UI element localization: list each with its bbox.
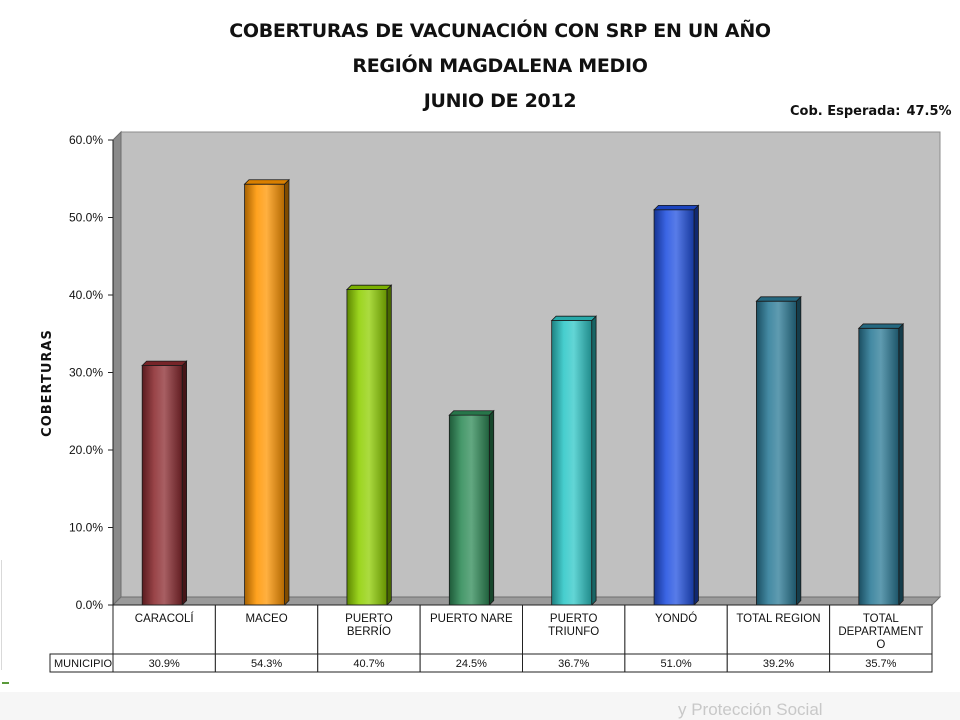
data-label: 39.2% — [763, 658, 794, 670]
x-tick-label: MACEO — [245, 613, 287, 625]
bar-side-face — [898, 322, 904, 606]
bar-side-face — [386, 284, 392, 606]
data-label: 24.5% — [456, 658, 487, 670]
expected-coverage: Cob. Esperada: 47.5% — [790, 104, 952, 119]
x-tick-label: O — [876, 639, 885, 651]
bar-top-face — [243, 179, 290, 185]
y-tick-label: 10.0% — [69, 521, 103, 535]
plot-floor — [111, 596, 942, 606]
footer-band — [0, 692, 960, 720]
bar-top-face — [448, 410, 495, 416]
chart-title-line-2: REGIÓN MAGDALENA MEDIO — [352, 55, 648, 77]
bar-side-face — [488, 409, 495, 606]
expected-coverage-value: 47.5% — [906, 104, 952, 119]
data-label: 51.0% — [660, 658, 691, 670]
bar — [550, 315, 598, 606]
category-cell — [522, 604, 626, 655]
bar-front-face — [756, 300, 797, 606]
bar-side-face — [284, 178, 290, 606]
x-tick-label: YONDÓ — [655, 612, 697, 625]
bar — [755, 295, 802, 606]
bar — [141, 360, 188, 606]
side-rule — [1, 560, 2, 670]
chart-title: COBERTURAS DE VACUNACIÓN CON SRP EN UN A… — [0, 14, 960, 119]
x-tick-label: PUERTO NARE — [430, 613, 513, 625]
bar-front-face — [653, 209, 695, 606]
bar-front-face — [448, 414, 490, 606]
bar-top-face — [857, 323, 905, 329]
x-tick-label: TOTAL — [863, 613, 900, 625]
y-tick-label: 40.0% — [69, 288, 103, 302]
value-cell — [829, 653, 933, 673]
bar-side-face — [796, 295, 802, 606]
y-tick-label: 30.0% — [69, 366, 103, 380]
x-tick-label: CARACOLÍ — [135, 612, 195, 625]
x-tick-label: TOTAL REGION — [736, 613, 820, 625]
bar-front-face — [244, 183, 285, 606]
expected-coverage-label: Cob. Esperada: — [790, 104, 901, 119]
plot-back-wall — [120, 131, 941, 598]
data-label: 36.7% — [558, 658, 589, 670]
x-tick-label: PUERTO — [345, 613, 393, 625]
bar-side-face — [181, 360, 187, 606]
bar-top-face — [141, 360, 188, 366]
x-tick-label: DEPARTAMENT — [838, 626, 923, 638]
bar-front-face — [141, 365, 183, 606]
y-tick-label: 0.0% — [76, 598, 104, 612]
data-label: 30.9% — [149, 658, 180, 670]
category-cell — [317, 604, 421, 655]
bar — [243, 178, 290, 606]
bar-front-face — [551, 320, 593, 606]
bar-top-face — [345, 284, 393, 290]
chart-title-line-3: JUNIO DE 2012 — [423, 90, 577, 112]
bar — [857, 322, 905, 606]
y-tick-label: 50.0% — [69, 211, 103, 225]
bar — [448, 409, 495, 606]
bar-front-face — [346, 289, 388, 606]
y-tick-label: 60.0% — [69, 133, 103, 147]
chart-title-line-1: COBERTURAS DE VACUNACIÓN CON SRP EN UN A… — [229, 20, 771, 42]
bar-front-face — [858, 327, 900, 606]
x-tick-label: PUERTO — [550, 613, 598, 625]
x-tick-label: TRIUNFO — [548, 626, 599, 638]
bar — [653, 204, 700, 606]
footer-text: y Protección Social — [678, 700, 823, 719]
table-row-label: MUNICIPIO — [54, 658, 113, 670]
bar-side-face — [693, 204, 699, 606]
bar — [345, 284, 393, 606]
category-cell — [829, 604, 933, 655]
x-tick-label: BERRÍO — [347, 625, 391, 638]
data-label: 54.3% — [251, 658, 282, 670]
data-label: 40.7% — [353, 658, 384, 670]
y-tick-label: 20.0% — [69, 443, 103, 457]
bar-top-face — [550, 315, 598, 321]
bar-top-face — [653, 204, 700, 211]
bar-top-face — [755, 296, 802, 302]
plot-side-wall — [112, 130, 122, 607]
y-axis-title: COBERTURAS — [40, 329, 55, 437]
category-cell — [419, 604, 523, 655]
bar-side-face — [591, 315, 597, 606]
side-accent-mark — [2, 682, 9, 684]
data-label: 35.7% — [865, 658, 896, 670]
